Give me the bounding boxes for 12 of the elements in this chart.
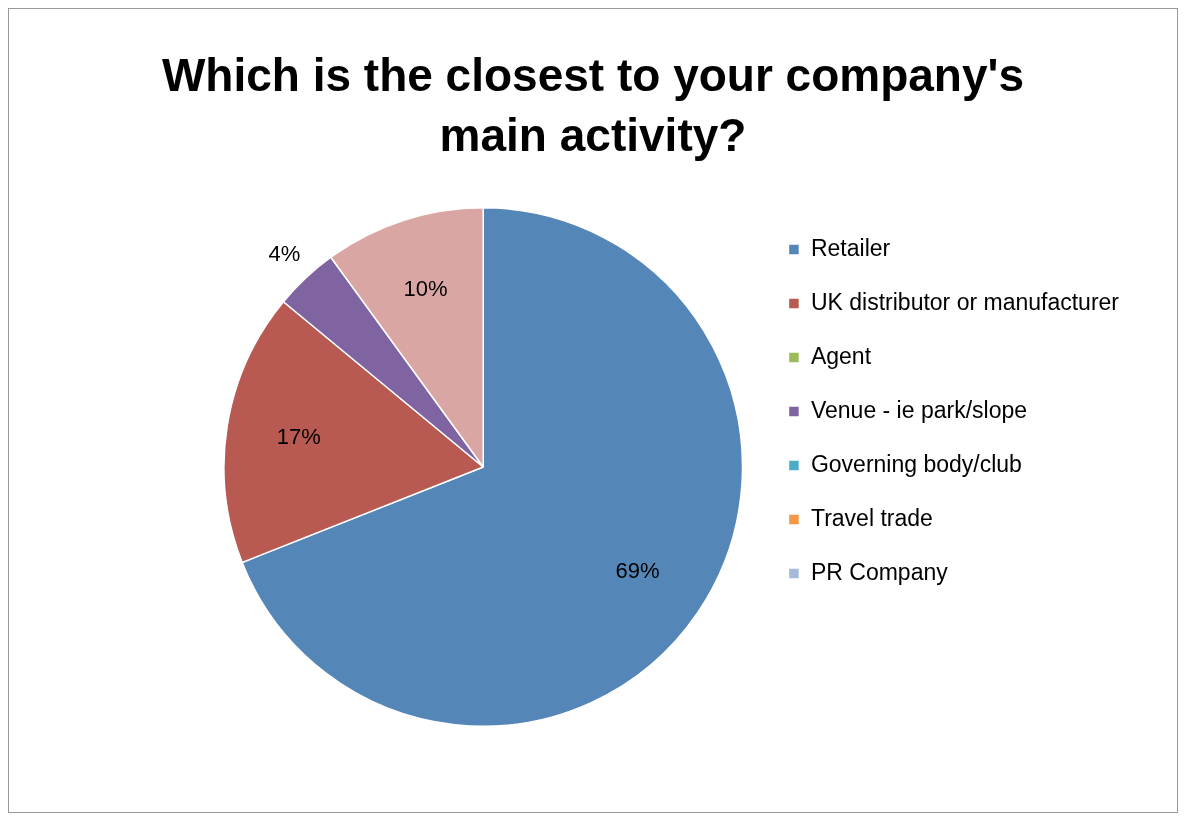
legend-label: PR Company [810,558,949,585]
data-label: 4% [268,241,301,267]
legend-label: Travel trade [810,504,933,531]
data-label: 17% [276,423,321,449]
legend-label: UK distributor or manufacturer [810,288,1120,315]
legend-label: Venue - ie park/slope [810,396,1028,423]
data-label: 69% [615,557,660,583]
chart-title: Which is the closest to your company's main activity? [160,48,1026,163]
legend-label: Governing body/club [810,450,1022,477]
data-label: 10% [403,275,448,301]
legend-label: Agent [810,342,872,369]
legend-label: Retailer [810,234,891,261]
